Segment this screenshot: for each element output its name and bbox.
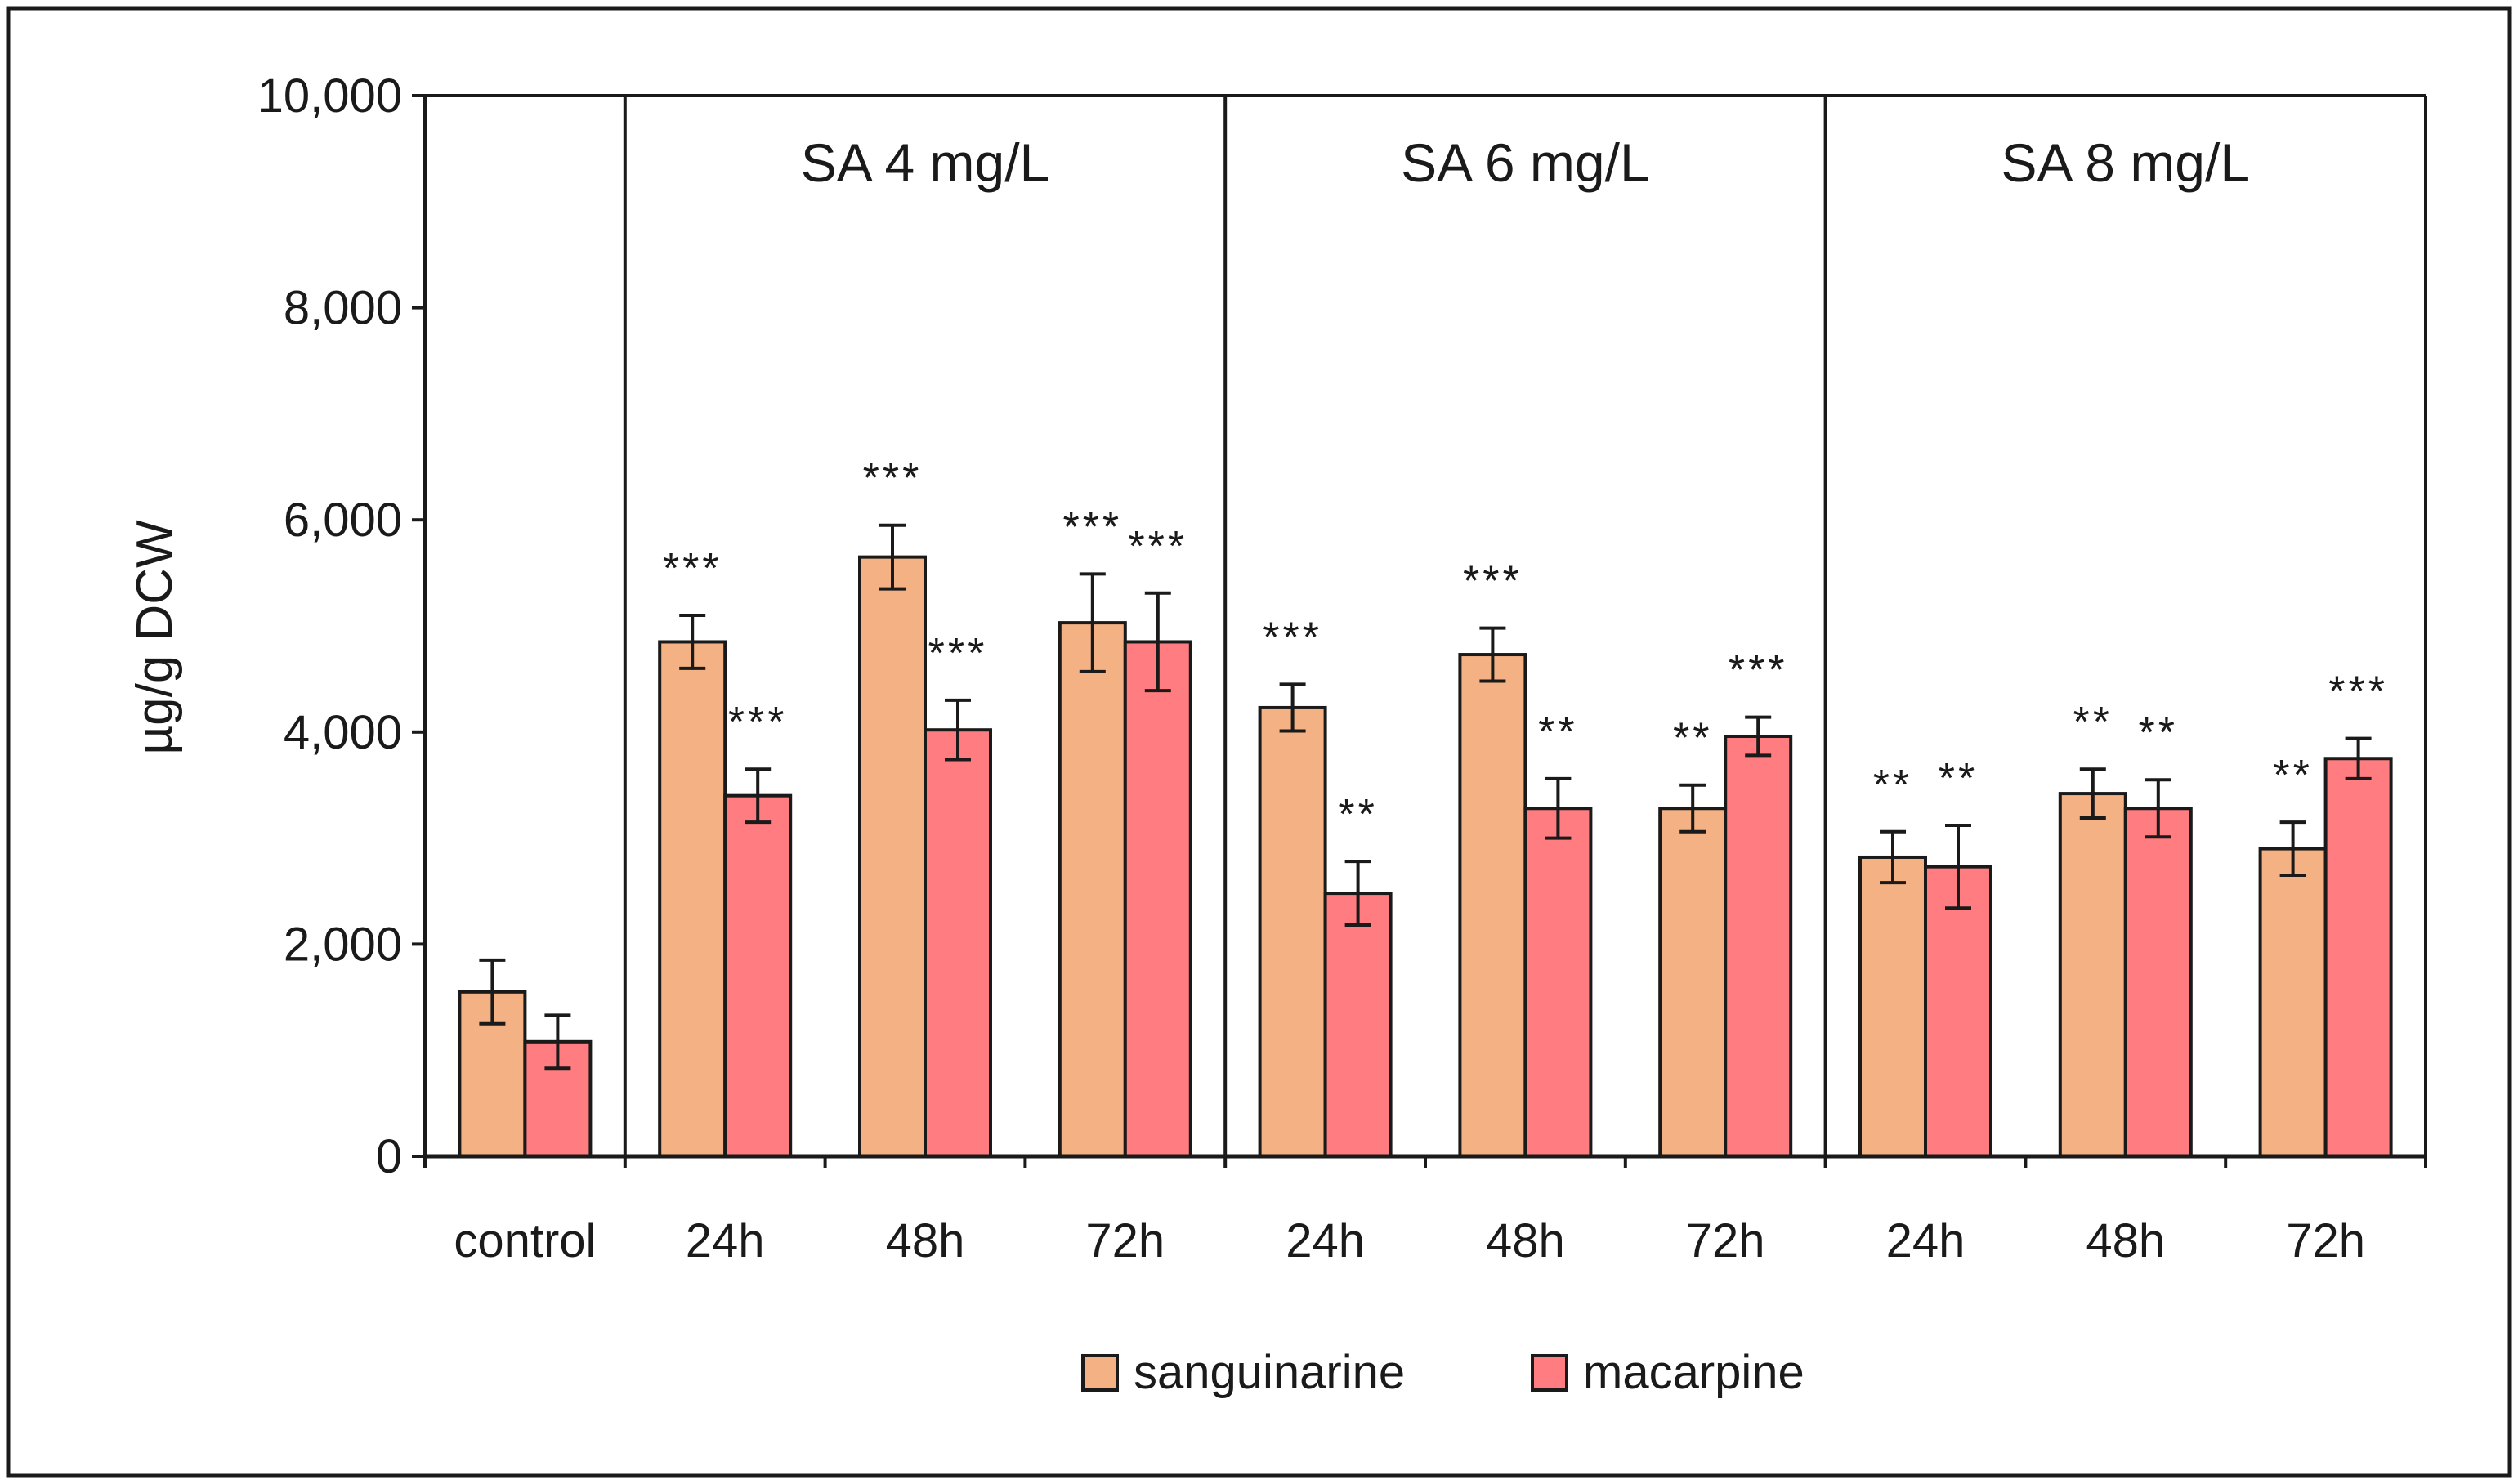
significance-label: *** (728, 699, 788, 746)
significance-label: *** (1263, 614, 1322, 661)
significance-label: *** (1463, 558, 1523, 606)
x-tick-label: 48h (2086, 1214, 2165, 1267)
bar-sanguinarine (658, 640, 727, 1158)
legend-label: macarpine (1583, 1346, 1805, 1399)
bar-macarpine (2123, 807, 2193, 1158)
bar-macarpine (1323, 892, 1393, 1158)
x-tick-label: 72h (1686, 1214, 1765, 1267)
bar-sanguinarine (858, 555, 927, 1158)
bar-sanguinarine (1858, 855, 1927, 1158)
significance-label: ** (1338, 791, 1377, 838)
y-tick-label: 2,000 (284, 918, 402, 971)
significance-label: ** (1939, 755, 1978, 802)
bar-macarpine (924, 728, 992, 1158)
x-tick-label: 48h (886, 1214, 965, 1267)
significance-label: ** (1873, 762, 1912, 809)
significance-label: *** (928, 630, 988, 677)
bar-macarpine (1523, 807, 1593, 1158)
bar-sanguinarine (2258, 847, 2328, 1158)
significance-label: *** (863, 455, 923, 503)
bar-macarpine (1724, 734, 1793, 1158)
significance-label: ** (2073, 699, 2113, 746)
x-tick-label: 72h (2286, 1214, 2365, 1267)
significance-label: *** (1062, 503, 1122, 551)
bar-macarpine (1123, 640, 1192, 1158)
legend-label: sanguinarine (1134, 1346, 1405, 1399)
x-tick-label: 72h (1085, 1214, 1165, 1267)
y-tick-label: 4,000 (284, 706, 402, 759)
group-label: SA 6 mg/L (1401, 132, 1650, 193)
y-tick-label: 10,000 (257, 69, 402, 123)
significance-label: *** (1729, 647, 1788, 695)
significance-label: *** (1128, 523, 1187, 570)
y-axis-title: µg/g DCW (127, 520, 183, 755)
group-label: SA 4 mg/L (801, 132, 1050, 193)
bar-sanguinarine (2058, 792, 2127, 1158)
significance-label: ** (2139, 709, 2178, 757)
x-tick-label: 24h (1886, 1214, 1966, 1267)
legend-swatch-macarpine (1531, 1354, 1568, 1392)
x-tick-label: 48h (1486, 1214, 1565, 1267)
significance-label: *** (663, 545, 722, 592)
bar-macarpine (2323, 757, 2393, 1158)
y-tick-label: 6,000 (284, 494, 402, 547)
bar-macarpine (723, 793, 793, 1158)
bar-sanguinarine (1258, 705, 1327, 1158)
y-tick-label: 8,000 (284, 282, 402, 335)
bar-macarpine (1924, 865, 1992, 1158)
significance-label: ** (2273, 752, 2312, 799)
bar-sanguinarine (1658, 807, 1728, 1158)
x-tick-label: 24h (686, 1214, 765, 1267)
significance-label: ** (1673, 715, 1712, 762)
bar-sanguinarine (1058, 621, 1127, 1158)
significance-label: ** (1538, 708, 1577, 756)
x-tick-label: control (454, 1214, 596, 1267)
legend-swatch-sanguinarine (1081, 1354, 1119, 1392)
group-label: SA 8 mg/L (2001, 132, 2251, 193)
y-tick-label: 0 (376, 1130, 402, 1183)
significance-label: *** (2328, 668, 2388, 716)
x-tick-label: 24h (1286, 1214, 1365, 1267)
bar-sanguinarine (1458, 653, 1527, 1158)
